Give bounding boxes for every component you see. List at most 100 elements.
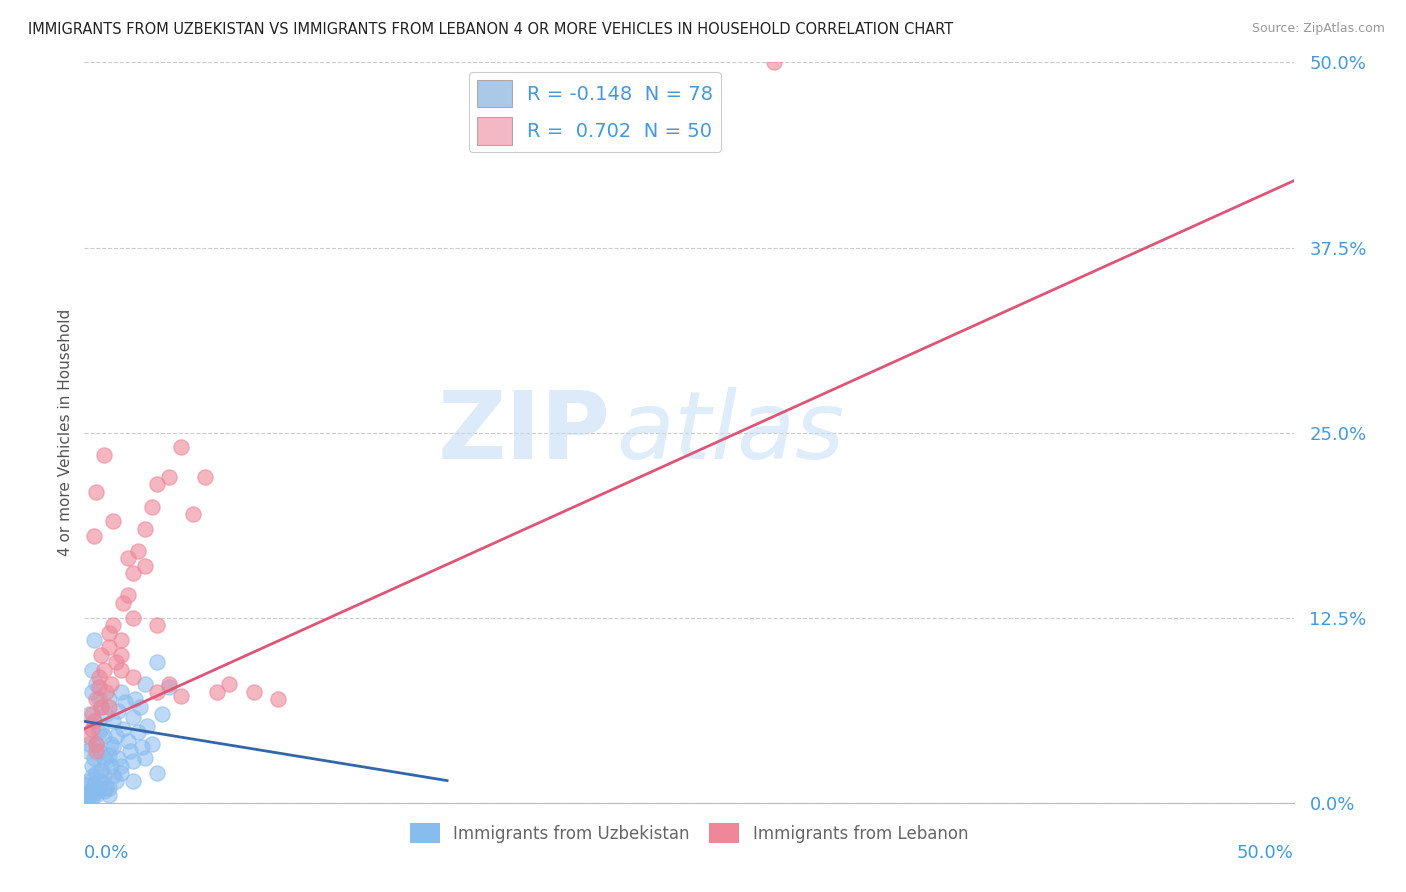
Point — [136, 719, 159, 733]
Point — [170, 689, 193, 703]
Point — [181, 507, 204, 521]
Point — [76, 793, 98, 807]
Point — [100, 758, 122, 772]
Point — [94, 755, 117, 769]
Point — [121, 755, 143, 769]
Point — [77, 706, 100, 721]
Point — [117, 589, 139, 603]
Point — [170, 441, 193, 455]
Point — [146, 766, 169, 780]
Point — [83, 529, 105, 543]
Point — [86, 744, 108, 758]
Point — [127, 544, 149, 558]
Point — [80, 769, 103, 783]
Point — [114, 695, 136, 709]
Point — [267, 692, 290, 706]
Point — [97, 789, 120, 803]
Point — [77, 773, 100, 788]
Point — [83, 751, 105, 765]
Point — [86, 677, 108, 691]
Point — [76, 778, 98, 792]
Point — [87, 773, 110, 788]
Point — [146, 477, 169, 491]
Point — [242, 685, 264, 699]
Point — [83, 714, 105, 729]
Point — [129, 699, 152, 714]
Text: 50.0%: 50.0% — [1237, 844, 1294, 863]
Point — [121, 566, 143, 581]
Text: 0.0%: 0.0% — [84, 844, 129, 863]
Point — [194, 470, 217, 484]
Point — [97, 640, 120, 655]
Point — [121, 773, 143, 788]
Point — [80, 706, 103, 721]
Point — [97, 748, 120, 763]
Point — [117, 733, 139, 747]
Legend: Immigrants from Uzbekistan, Immigrants from Lebanon: Immigrants from Uzbekistan, Immigrants f… — [404, 816, 974, 850]
Point — [87, 782, 110, 797]
Point — [86, 484, 108, 499]
Point — [110, 766, 132, 780]
Point — [93, 448, 115, 462]
Point — [121, 610, 143, 624]
Point — [134, 751, 156, 765]
Point — [218, 677, 240, 691]
Point — [86, 692, 108, 706]
Point — [76, 789, 98, 803]
Point — [100, 737, 122, 751]
Point — [150, 706, 173, 721]
Point — [124, 692, 146, 706]
Point — [83, 714, 105, 729]
Point — [131, 739, 153, 754]
Point — [87, 744, 110, 758]
Point — [134, 677, 156, 691]
Point — [112, 722, 135, 736]
Point — [86, 780, 108, 795]
Point — [93, 663, 115, 677]
Point — [87, 670, 110, 684]
Point — [93, 751, 115, 765]
Y-axis label: 4 or more Vehicles in Household: 4 or more Vehicles in Household — [58, 309, 73, 557]
Point — [87, 681, 110, 695]
Point — [94, 685, 117, 699]
Point — [121, 670, 143, 684]
Point — [157, 677, 180, 691]
Point — [93, 729, 115, 743]
Point — [762, 55, 785, 70]
Point — [80, 784, 103, 798]
Point — [97, 780, 120, 795]
Point — [103, 769, 125, 783]
Point — [86, 789, 108, 803]
Point — [127, 724, 149, 739]
Text: atlas: atlas — [616, 387, 845, 478]
Point — [107, 704, 129, 718]
Point — [141, 500, 163, 514]
Point — [90, 648, 112, 662]
Point — [90, 722, 112, 736]
Point — [112, 596, 135, 610]
Point — [110, 685, 132, 699]
Point — [110, 632, 132, 647]
Point — [77, 729, 100, 743]
Point — [93, 769, 115, 783]
Point — [90, 699, 112, 714]
Point — [104, 729, 127, 743]
Text: IMMIGRANTS FROM UZBEKISTAN VS IMMIGRANTS FROM LEBANON 4 OR MORE VEHICLES IN HOUS: IMMIGRANTS FROM UZBEKISTAN VS IMMIGRANTS… — [28, 22, 953, 37]
Point — [90, 773, 112, 788]
Point — [110, 758, 132, 772]
Point — [103, 714, 125, 729]
Point — [103, 739, 125, 754]
Point — [103, 515, 125, 529]
Point — [73, 791, 96, 805]
Point — [94, 780, 117, 795]
Point — [157, 681, 180, 695]
Point — [80, 663, 103, 677]
Point — [83, 778, 105, 792]
Point — [120, 744, 142, 758]
Point — [157, 470, 180, 484]
Point — [83, 787, 105, 801]
Point — [90, 699, 112, 714]
Point — [141, 737, 163, 751]
Point — [80, 789, 103, 804]
Point — [76, 744, 98, 758]
